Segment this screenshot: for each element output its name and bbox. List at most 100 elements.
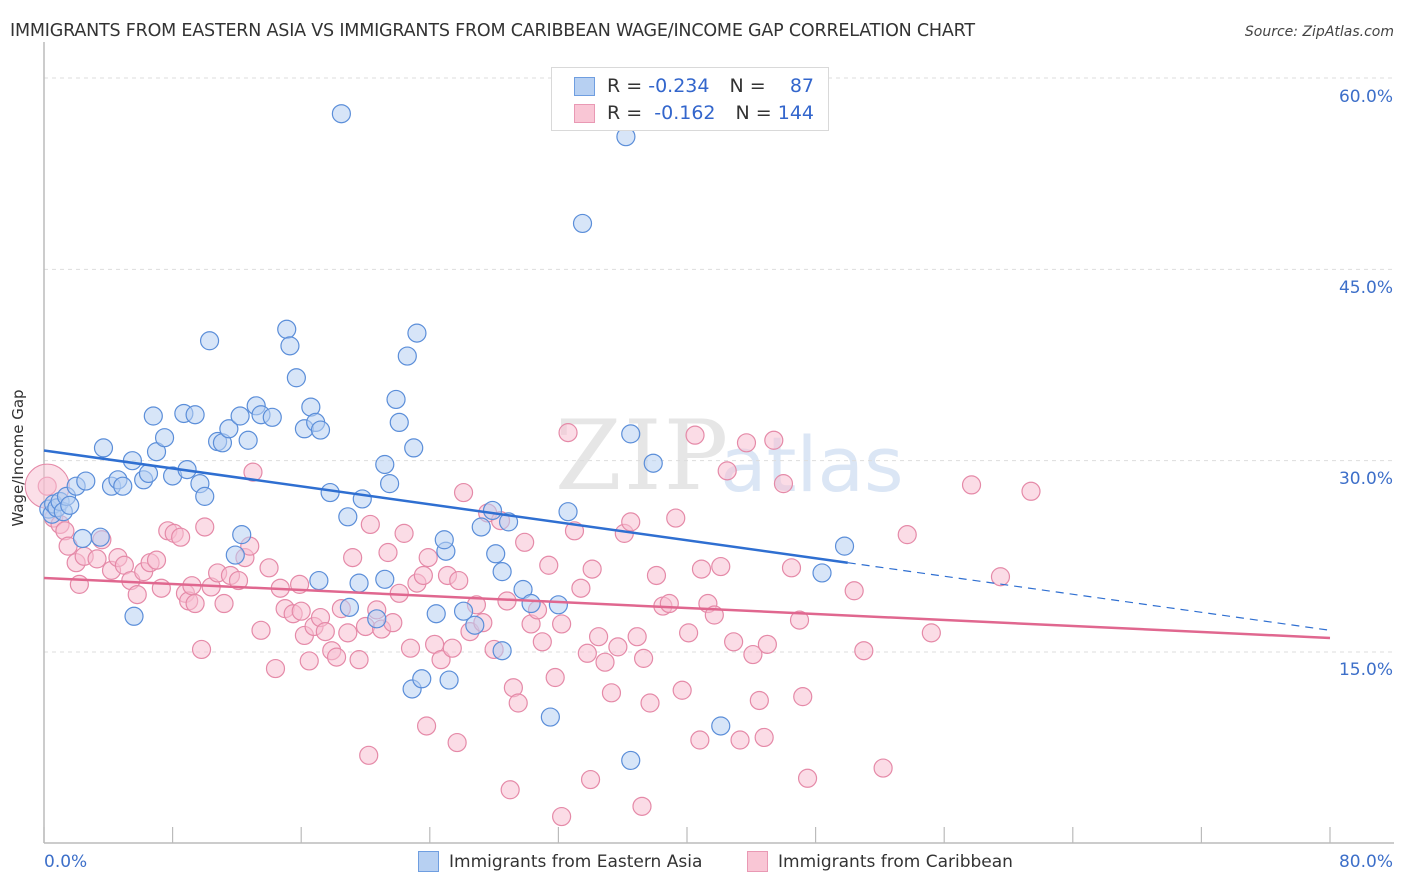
caribbean-point — [431, 650, 451, 670]
caribbean-point — [394, 523, 414, 543]
caribbean-point — [413, 565, 433, 586]
legend-n-label: N = — [729, 75, 766, 97]
caribbean-point — [595, 652, 615, 672]
axes — [43, 42, 1394, 844]
eastern-asia-point — [367, 609, 387, 629]
caribbean-point — [873, 758, 893, 778]
legend-item-caribbean[interactable]: Immigrants from Caribbean — [747, 851, 1013, 872]
caribbean-point — [990, 567, 1011, 587]
caribbean-point — [343, 548, 363, 568]
caribbean-point — [243, 462, 263, 482]
caribbean-point — [580, 769, 601, 790]
caribbean-point — [781, 558, 802, 578]
caribbean-point — [349, 650, 369, 670]
caribbean-point — [545, 667, 565, 688]
trend-lines — [43, 449, 1331, 640]
eastern-asia-point — [143, 406, 163, 426]
caribbean-point — [1021, 481, 1041, 501]
legend-r-value: -0.234 — [648, 75, 710, 97]
caribbean-point — [552, 614, 572, 634]
legend-n-label: N = — [735, 102, 772, 124]
eastern-asia-point — [621, 750, 641, 771]
caribbean-point — [659, 593, 679, 614]
eastern-asia-point — [90, 527, 110, 547]
caribbean-point — [632, 796, 652, 816]
eastern-asia-point — [232, 525, 252, 545]
series-legend: Immigrants from Eastern Asia Immigrants … — [0, 851, 1406, 877]
legend-swatch-blue — [418, 851, 439, 872]
caribbean-point — [646, 565, 667, 586]
eastern-asia-point — [572, 213, 593, 234]
legend-r-label: R = — [607, 102, 643, 124]
caribbean-point — [338, 623, 358, 643]
eastern-asia-point — [310, 420, 331, 440]
caribbean-point — [453, 482, 474, 503]
eastern-asia-point — [453, 601, 474, 621]
legend-item-eastern-asia[interactable]: Immigrants from Eastern Asia — [418, 851, 702, 872]
eastern-asia-point — [397, 346, 417, 366]
caribbean-point — [633, 648, 654, 668]
eastern-asia-point — [375, 569, 395, 589]
eastern-asia-point — [465, 615, 485, 635]
caribbean-point — [447, 732, 467, 753]
caribbean-point — [171, 527, 191, 547]
eastern-asia-point — [93, 438, 114, 458]
source-label: Source: ZipAtlas.com — [1244, 24, 1394, 40]
caribbean-point — [571, 578, 591, 598]
legend-r-label: R = — [607, 75, 643, 97]
y-tick-label-15: 15.0% — [1338, 660, 1393, 680]
eastern-asia-point — [309, 570, 329, 591]
eastern-asia-point — [812, 563, 832, 583]
caribbean-point — [191, 639, 212, 660]
eastern-asia-point — [72, 528, 93, 549]
eastern-asia-point — [482, 500, 503, 521]
caribbean-point — [251, 620, 271, 640]
legend-row-caribbean: R = -0.162 N = 144 — [574, 100, 814, 126]
chart-title: IMMIGRANTS FROM EASTERN ASIA VS IMMIGRAN… — [10, 21, 975, 41]
trend-line-eastern-asia-extension — [847, 562, 1331, 631]
eastern-asia-point — [238, 430, 258, 450]
legend-label-caribbean: Immigrants from Caribbean — [778, 851, 1013, 872]
series-eastern-asia-points — [39, 104, 855, 771]
eastern-asia-point — [195, 486, 215, 506]
eastern-asia-point — [621, 424, 641, 444]
eastern-asia-point — [486, 544, 506, 564]
caribbean-point — [532, 632, 552, 652]
caribbean-point — [793, 687, 813, 707]
eastern-asia-point — [439, 670, 459, 690]
x-tick-label-max: 80.0% — [1338, 852, 1393, 872]
eastern-asia-point — [389, 412, 409, 432]
caribbean-point — [685, 425, 705, 445]
caribbean-point — [640, 693, 660, 713]
y-tick-label-30: 30.0% — [1338, 469, 1393, 489]
caribbean-point — [228, 570, 249, 591]
caribbean-point — [588, 627, 609, 647]
legend-label-eastern-asia: Immigrants from Eastern Asia — [449, 851, 703, 872]
caribbean-point — [449, 570, 469, 591]
caribbean-point — [736, 433, 757, 453]
eastern-asia-point — [286, 368, 306, 388]
eastern-asia-point — [230, 406, 250, 426]
legend-swatch-blue — [574, 76, 595, 96]
caribbean-point — [299, 651, 319, 671]
eastern-asia-point — [185, 405, 205, 425]
eastern-asia-point — [834, 536, 855, 556]
y-tick-label-60: 60.0% — [1338, 87, 1393, 107]
caribbean-point — [127, 584, 147, 605]
eastern-asia-point — [434, 530, 454, 550]
legend-swatch-pink — [747, 851, 768, 872]
caribbean-point — [146, 550, 167, 570]
eastern-asia-point — [643, 453, 663, 473]
eastern-asia-point — [375, 454, 395, 475]
eastern-asia-point — [540, 707, 560, 727]
caribbean-point — [214, 593, 234, 614]
eastern-asia-point — [352, 489, 372, 509]
eastern-asia-point — [122, 451, 143, 471]
caribbean-point — [442, 638, 462, 658]
caribbean-point — [711, 556, 731, 577]
eastern-asia-point — [471, 517, 491, 537]
eastern-asia-point — [60, 495, 80, 515]
eastern-asia-point — [492, 562, 512, 582]
caribbean-point — [844, 581, 864, 601]
